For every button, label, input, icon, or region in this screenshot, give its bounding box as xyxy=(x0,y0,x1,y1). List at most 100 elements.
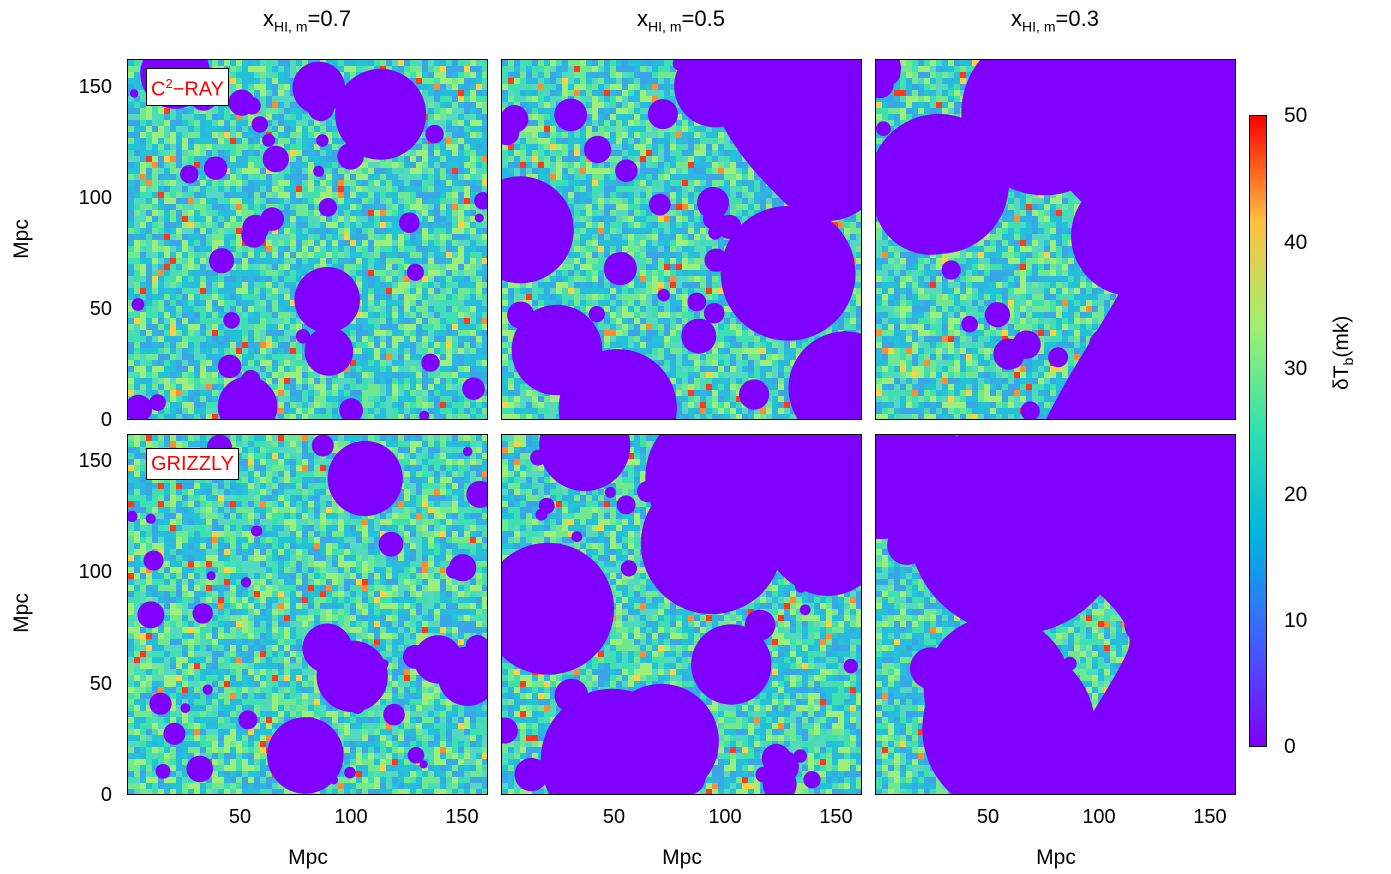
field-cell xyxy=(266,246,272,252)
field-cell xyxy=(532,138,538,144)
field-cell xyxy=(254,252,260,258)
field-cell xyxy=(446,114,452,120)
field-cell xyxy=(640,108,646,114)
field-cell xyxy=(212,396,218,402)
field-cell xyxy=(236,258,242,264)
field-cell xyxy=(194,282,200,288)
field-cell xyxy=(146,342,152,348)
field-cell xyxy=(224,342,230,348)
field-cell xyxy=(464,198,470,204)
field-cell xyxy=(440,66,446,72)
field-cell xyxy=(380,252,386,258)
field-cell xyxy=(236,186,242,192)
field-cell xyxy=(550,84,556,90)
field-cell xyxy=(380,270,386,276)
field-cell xyxy=(446,288,452,294)
field-cell xyxy=(326,150,332,156)
field-cell xyxy=(452,180,458,186)
field-cell xyxy=(182,306,188,312)
field-cell xyxy=(194,342,200,348)
field-cell xyxy=(158,336,164,342)
field-cell xyxy=(218,204,224,210)
field-cell xyxy=(152,186,158,192)
field-cell xyxy=(386,264,392,270)
field-cell xyxy=(458,72,464,78)
field-cell xyxy=(290,198,296,204)
field-cell xyxy=(458,318,464,324)
field-cell xyxy=(164,258,170,264)
field-cell xyxy=(550,156,556,162)
field-cell xyxy=(592,90,598,96)
field-cell xyxy=(332,120,338,126)
field-cell xyxy=(326,222,332,228)
field-cell xyxy=(446,408,452,414)
field-cell xyxy=(188,222,194,228)
field-cell xyxy=(242,186,248,192)
field-cell xyxy=(176,150,182,156)
field-cell xyxy=(284,90,290,96)
field-cell xyxy=(730,162,736,168)
field-cell xyxy=(308,174,314,180)
field-cell xyxy=(410,384,416,390)
field-cell xyxy=(146,390,152,396)
field-cell xyxy=(200,252,206,258)
field-cell xyxy=(428,222,434,228)
field-cell xyxy=(580,66,586,72)
field-cell xyxy=(616,90,622,96)
field-cell xyxy=(284,66,290,72)
field-cell xyxy=(416,402,422,408)
field-cell xyxy=(404,300,410,306)
field-cell xyxy=(392,330,398,336)
field-cell xyxy=(128,60,134,66)
field-cell xyxy=(586,108,592,114)
field-cell xyxy=(458,90,464,96)
field-cell xyxy=(380,174,386,180)
field-cell xyxy=(272,324,278,330)
field-cell xyxy=(398,258,404,264)
field-cell xyxy=(374,288,380,294)
field-cell xyxy=(410,342,416,348)
field-cell xyxy=(176,180,182,186)
field-cell xyxy=(538,72,544,78)
field-cell xyxy=(182,180,188,186)
field-cell xyxy=(272,330,278,336)
field-cell xyxy=(658,78,664,84)
field-cell xyxy=(200,300,206,306)
field-cell xyxy=(592,78,598,84)
field-cell xyxy=(200,138,206,144)
field-cell xyxy=(332,156,338,162)
field-cell xyxy=(302,366,308,372)
field-cell xyxy=(676,156,682,162)
field-cell xyxy=(556,90,562,96)
field-cell xyxy=(314,126,320,132)
field-cell xyxy=(416,378,422,384)
field-cell xyxy=(410,204,416,210)
field-cell xyxy=(380,348,386,354)
field-cell xyxy=(164,324,170,330)
field-cell xyxy=(586,126,592,132)
field-cell xyxy=(562,168,568,174)
field-cell xyxy=(128,348,134,354)
field-cell xyxy=(446,234,452,240)
field-cell xyxy=(230,84,236,90)
field-cell xyxy=(634,78,640,84)
field-cell xyxy=(374,324,380,330)
field-cell xyxy=(260,360,266,366)
field-cell xyxy=(302,228,308,234)
field-cell xyxy=(284,300,290,306)
field-cell xyxy=(416,396,422,402)
field-cell xyxy=(314,180,320,186)
field-cell xyxy=(206,342,212,348)
field-cell xyxy=(404,312,410,318)
field-cell xyxy=(296,234,302,240)
field-cell xyxy=(176,408,182,414)
field-cell xyxy=(212,210,218,216)
field-cell xyxy=(398,162,404,168)
field-cell xyxy=(170,276,176,282)
field-cell xyxy=(398,396,404,402)
field-cell xyxy=(134,336,140,342)
field-cell xyxy=(248,84,254,90)
field-cell xyxy=(302,126,308,132)
field-cell xyxy=(266,192,272,198)
field-cell xyxy=(278,132,284,138)
